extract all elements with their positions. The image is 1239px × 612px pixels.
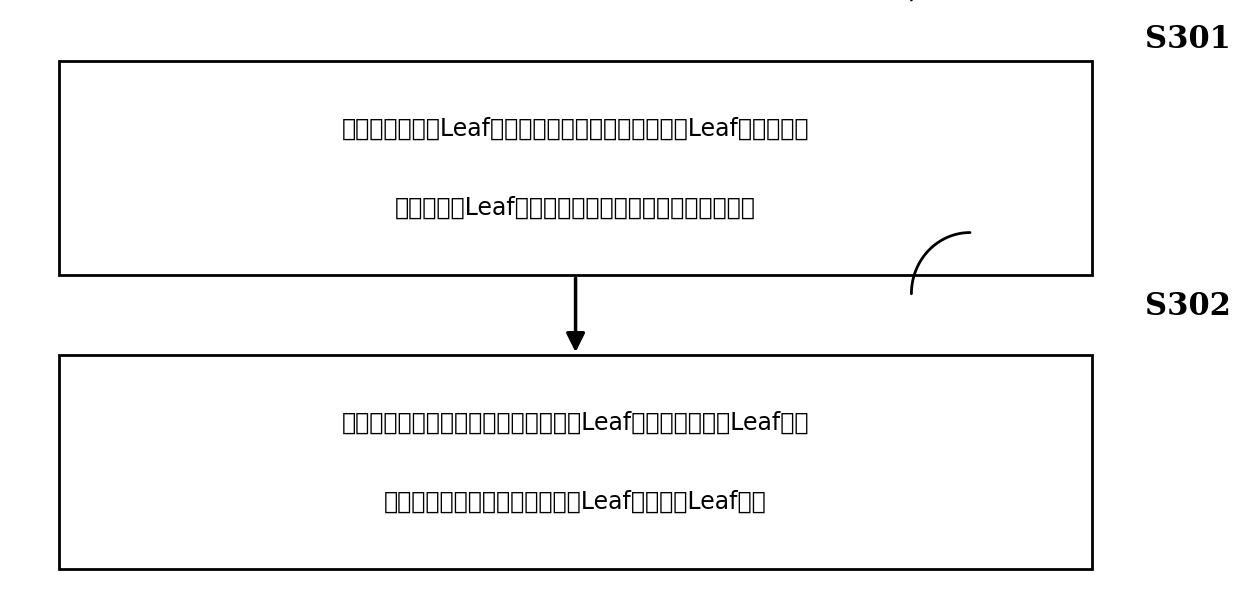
Text: S301: S301 (1145, 24, 1232, 55)
Text: 的身份类型，所述身份类型为主Leaf设备或备Leaf设备: 的身份类型，所述身份类型为主Leaf设备或备Leaf设备 (384, 490, 767, 514)
Bar (59, 61, 1092, 275)
Text: 根据所述身份确认参数确定与所述第一Leaf设备关联的第二Leaf设备: 根据所述身份确认参数确定与所述第一Leaf设备关联的第二Leaf设备 (342, 410, 809, 435)
Text: 接收远端的第一Leaf设备发送的通告报文，所述第一Leaf设备关联至: 接收远端的第一Leaf设备发送的通告报文，所述第一Leaf设备关联至 (342, 116, 809, 141)
Text: S302: S302 (1145, 291, 1232, 321)
Bar (59, 355, 1092, 569)
Text: 少两个第二Leaf设备，所述通告报文携带身份确认参数: 少两个第二Leaf设备，所述通告报文携带身份确认参数 (395, 196, 756, 220)
